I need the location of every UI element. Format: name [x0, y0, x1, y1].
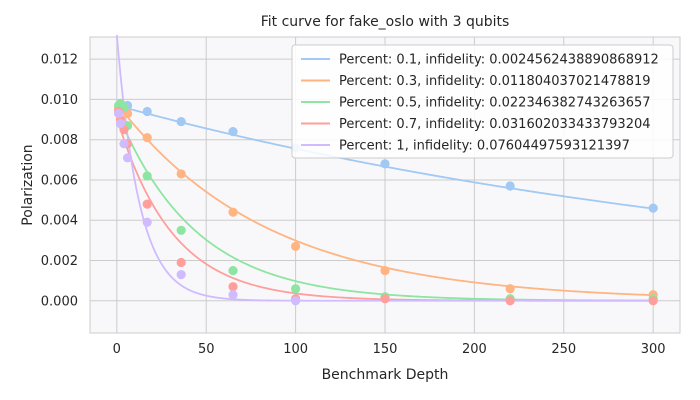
data-point-series-1 — [228, 127, 238, 137]
legend-entry: Percent: 1, infidelity: 0.07604497593121… — [339, 139, 630, 154]
data-point-series-1 — [176, 116, 186, 127]
chart-title: Fit curve for fake_oslo with 3 qubits — [261, 14, 510, 30]
data-point-series-3 — [291, 284, 301, 294]
data-point-series-4 — [228, 282, 238, 292]
y-tick-label: 0.004 — [41, 214, 78, 229]
data-point-series-5 — [228, 290, 238, 300]
data-point-series-5 — [142, 217, 152, 227]
x-tick-label: 0 — [113, 342, 121, 357]
x-tick-label: 50 — [198, 342, 215, 357]
data-point-series-2 — [505, 284, 515, 294]
data-point-series-2 — [176, 169, 186, 179]
data-point-series-4 — [505, 296, 515, 306]
legend-box — [291, 44, 674, 159]
data-point-series-4 — [142, 199, 152, 209]
data-point-series-2 — [291, 241, 301, 252]
data-point-series-1 — [505, 181, 515, 191]
y-axis-title: Polarization — [20, 144, 36, 225]
data-point-series-5 — [114, 108, 124, 119]
legend-entry: Percent: 0.1, infidelity: 0.002456243889… — [339, 53, 659, 68]
data-point-series-2 — [228, 207, 238, 217]
x-tick-label: 150 — [373, 342, 398, 357]
data-point-series-5 — [291, 296, 301, 306]
data-point-series-1 — [142, 106, 152, 117]
legend: Percent: 0.1, infidelity: 0.002456243889… — [291, 44, 674, 159]
grid — [90, 37, 680, 333]
data-point-series-5 — [119, 139, 129, 149]
x-tick-label: 250 — [551, 342, 576, 357]
data-point-series-3 — [228, 265, 238, 276]
data-point-series-5 — [176, 270, 186, 280]
data-point-series-2 — [142, 133, 152, 143]
y-tick-label: 0.008 — [41, 133, 78, 148]
y-tick-label: 0.010 — [41, 93, 78, 108]
y-tick-label: 0.006 — [41, 173, 78, 188]
y-tick-label: 0.000 — [41, 294, 78, 309]
data-point-series-4 — [176, 257, 186, 268]
data-point-series-5 — [122, 153, 133, 163]
data-points — [114, 98, 658, 306]
data-point-series-4 — [648, 296, 658, 306]
data-point-series-3 — [176, 225, 186, 235]
y-axis: 0.000 0.002 0.004 0.006 0.008 0.010 0.012 — [41, 53, 78, 310]
x-tick-label: 100 — [283, 342, 308, 357]
data-point-series-1 — [648, 203, 658, 213]
legend-entry: Percent: 0.5, infidelity: 0.022346382743… — [339, 96, 651, 111]
data-point-series-3 — [142, 171, 152, 181]
data-point-series-5 — [115, 118, 125, 129]
data-point-series-2 — [380, 265, 390, 276]
legend-entry: Percent: 0.7, infidelity: 0.031602033433… — [339, 117, 651, 132]
y-tick-label: 0.012 — [41, 53, 78, 68]
y-tick-label: 0.002 — [41, 254, 78, 269]
data-point-series-4 — [380, 294, 390, 304]
x-tick-label: 200 — [462, 342, 487, 357]
x-axis: 0 50 100 150 200 250 300 — [113, 342, 666, 357]
x-axis-title: Benchmark Depth — [322, 367, 449, 383]
data-point-series-1 — [380, 159, 390, 169]
x-tick-label: 300 — [641, 342, 666, 357]
legend-entry: Percent: 0.3, infidelity: 0.011804037021… — [339, 74, 651, 89]
